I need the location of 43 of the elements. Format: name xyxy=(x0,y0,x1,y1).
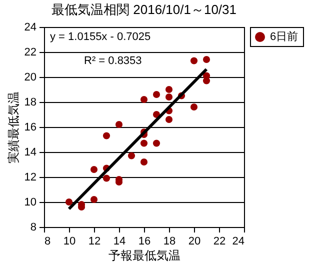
y-tick-label: 14 xyxy=(24,146,36,158)
x-tick-label: 24 xyxy=(232,236,244,248)
legend-label: 6日前 xyxy=(270,31,298,43)
y-tick-label: 22 xyxy=(24,46,36,58)
point xyxy=(140,140,148,147)
point xyxy=(202,77,210,84)
point xyxy=(165,116,173,124)
x-tick-label: 20 xyxy=(188,236,201,248)
x-tick-label: 18 xyxy=(163,236,176,248)
y-tick-label: 8 xyxy=(30,222,36,234)
point xyxy=(115,120,123,128)
x-axis-title: 予報最低気温 xyxy=(108,248,180,262)
x-tick-label: 10 xyxy=(63,236,76,248)
y-tick-label: 18 xyxy=(24,96,36,108)
x-tick-label: 16 xyxy=(138,236,151,248)
point xyxy=(128,152,136,160)
x-tick-label: 22 xyxy=(213,236,226,248)
point xyxy=(190,57,198,64)
annotation: y = 1.0155x - 0.7025 xyxy=(50,31,151,43)
y-tick-label: 12 xyxy=(24,172,36,184)
y-tick-label: 10 xyxy=(24,196,36,208)
point xyxy=(140,158,148,166)
point xyxy=(165,86,173,94)
point xyxy=(202,56,210,64)
point xyxy=(152,90,160,98)
chart-title: 最低気温相関 2016/10/1～10/31 xyxy=(52,2,236,17)
point xyxy=(165,93,173,101)
point xyxy=(65,198,73,206)
point xyxy=(140,96,148,104)
point xyxy=(90,196,98,204)
point xyxy=(102,132,110,140)
y-tick-label: 24 xyxy=(24,22,36,34)
point xyxy=(102,174,110,182)
x-tick-label: 8 xyxy=(44,236,51,248)
point xyxy=(152,140,160,147)
point xyxy=(90,166,98,174)
x-tick-label: 12 xyxy=(88,236,101,248)
point xyxy=(190,103,198,111)
annotation: R² = 0.8353 xyxy=(84,55,142,67)
x-tick-label: 14 xyxy=(113,236,126,248)
y-tick-label: 16 xyxy=(24,122,36,134)
y-axis-title: 実績最低気温 xyxy=(6,92,20,164)
y-tick-label: 20 xyxy=(24,72,36,84)
